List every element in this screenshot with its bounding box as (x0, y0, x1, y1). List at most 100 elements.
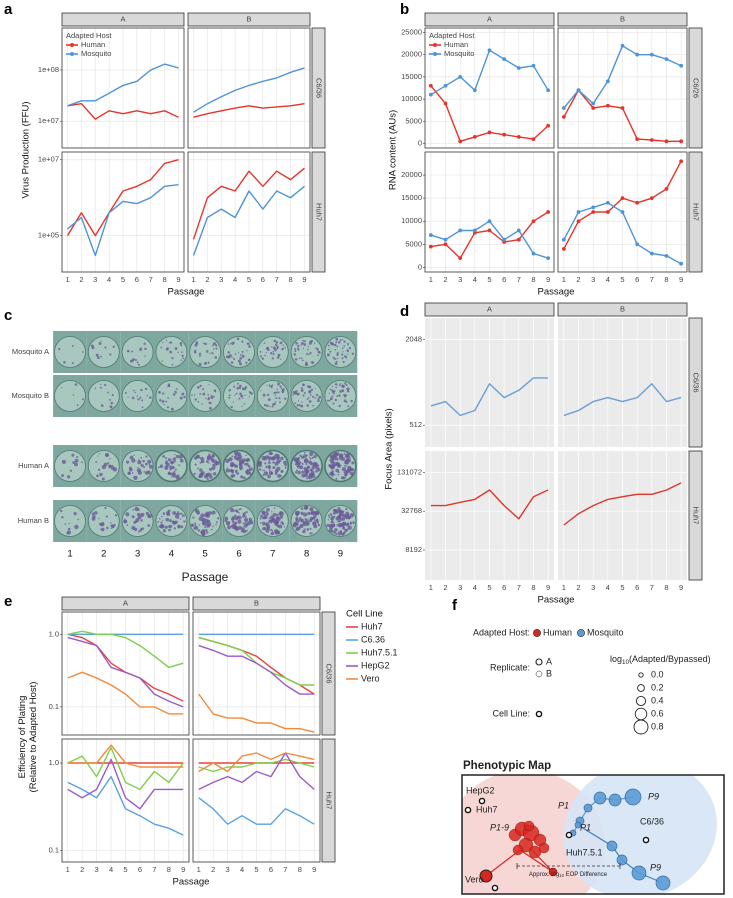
focus (338, 523, 342, 528)
focus (215, 523, 217, 526)
x-tick-label: 7 (149, 275, 153, 284)
focus (335, 360, 338, 363)
focus (280, 341, 283, 344)
focus (169, 465, 174, 470)
focus (269, 457, 272, 461)
y-axis-label: (Relative to Adapted Host) (28, 682, 39, 793)
focus (194, 526, 199, 530)
data-point (546, 256, 551, 261)
focus (297, 344, 300, 348)
focus (305, 470, 309, 475)
strip (311, 27, 326, 149)
focus (247, 464, 251, 468)
data-point (679, 63, 684, 68)
focus (270, 452, 274, 455)
legend-title: Replicate: (490, 662, 530, 672)
row-strip-label: C6/36 (325, 663, 334, 683)
y-tick-label: 15000 (401, 72, 422, 81)
x-tick-label: 2 (443, 583, 447, 592)
focus (231, 524, 237, 530)
focus (266, 524, 268, 527)
focus (270, 456, 272, 458)
col-strip-label: B (620, 304, 625, 313)
x-tick-label: 9 (546, 275, 550, 284)
focus (230, 361, 234, 364)
focus (163, 403, 165, 406)
x-tick-label: 2 (205, 275, 209, 284)
focus (329, 472, 333, 476)
legend-dot (433, 52, 437, 56)
legend-label: HepG2 (361, 660, 390, 670)
focus (111, 524, 115, 529)
focus (302, 383, 304, 385)
focus (331, 390, 335, 394)
focus (104, 383, 107, 387)
row-strip-label: Huh7 (315, 203, 324, 221)
focus (105, 515, 108, 518)
x-tick-label: 6 (269, 865, 273, 874)
focus (303, 454, 307, 459)
focus (264, 354, 266, 357)
focus (168, 342, 170, 344)
focus (248, 471, 252, 476)
focus (72, 394, 75, 396)
focus (205, 350, 209, 353)
map-node (606, 840, 618, 852)
focus (180, 458, 182, 461)
focus (205, 361, 208, 364)
data-point (664, 139, 669, 144)
x-tick-label: 8 (531, 583, 535, 592)
map-node (548, 867, 558, 877)
focus (234, 469, 238, 473)
x-tick-label: 2 (576, 583, 580, 592)
data-point (531, 219, 536, 224)
data-point (591, 101, 596, 106)
focus (82, 351, 84, 353)
focus (336, 452, 340, 456)
focus (267, 349, 269, 352)
data-point (428, 244, 433, 249)
focus (344, 528, 348, 533)
focus (347, 467, 352, 472)
y-tick-label: 1e+08 (38, 65, 59, 74)
legend-label: Vero (361, 673, 380, 683)
focus (193, 350, 197, 354)
focus (147, 459, 152, 464)
focus (215, 347, 218, 350)
row-strip-label: Huh7 (325, 792, 334, 810)
focus (190, 523, 195, 527)
size-label: 0.0 (651, 669, 664, 679)
series-line (193, 67, 305, 113)
focus (317, 354, 319, 357)
legend-label: Huh7 (361, 621, 383, 631)
focus (210, 473, 213, 475)
focus (299, 516, 302, 520)
focus (259, 355, 263, 358)
focus (207, 362, 210, 364)
focus (67, 527, 71, 531)
legend-label: Huh7.5.1 (361, 647, 398, 657)
panel-border (61, 738, 190, 863)
focus (198, 354, 201, 357)
series-line (67, 184, 179, 257)
focus (278, 397, 281, 400)
focus (345, 508, 348, 511)
focus (302, 339, 305, 342)
data-point (664, 57, 669, 62)
map-node (523, 820, 535, 832)
data-point (561, 247, 566, 251)
focus (172, 521, 175, 524)
focus (137, 398, 140, 401)
focus (294, 390, 298, 393)
legend-label: Human (444, 40, 468, 49)
x-tick-label: 5 (254, 865, 258, 874)
focus (260, 514, 264, 518)
focus (241, 387, 245, 391)
focus (272, 346, 276, 350)
focus (282, 388, 285, 391)
focus (275, 522, 277, 525)
focus (334, 348, 337, 351)
x-tick-label: 7 (517, 275, 521, 284)
data-point (428, 83, 433, 88)
size-key (633, 719, 649, 735)
